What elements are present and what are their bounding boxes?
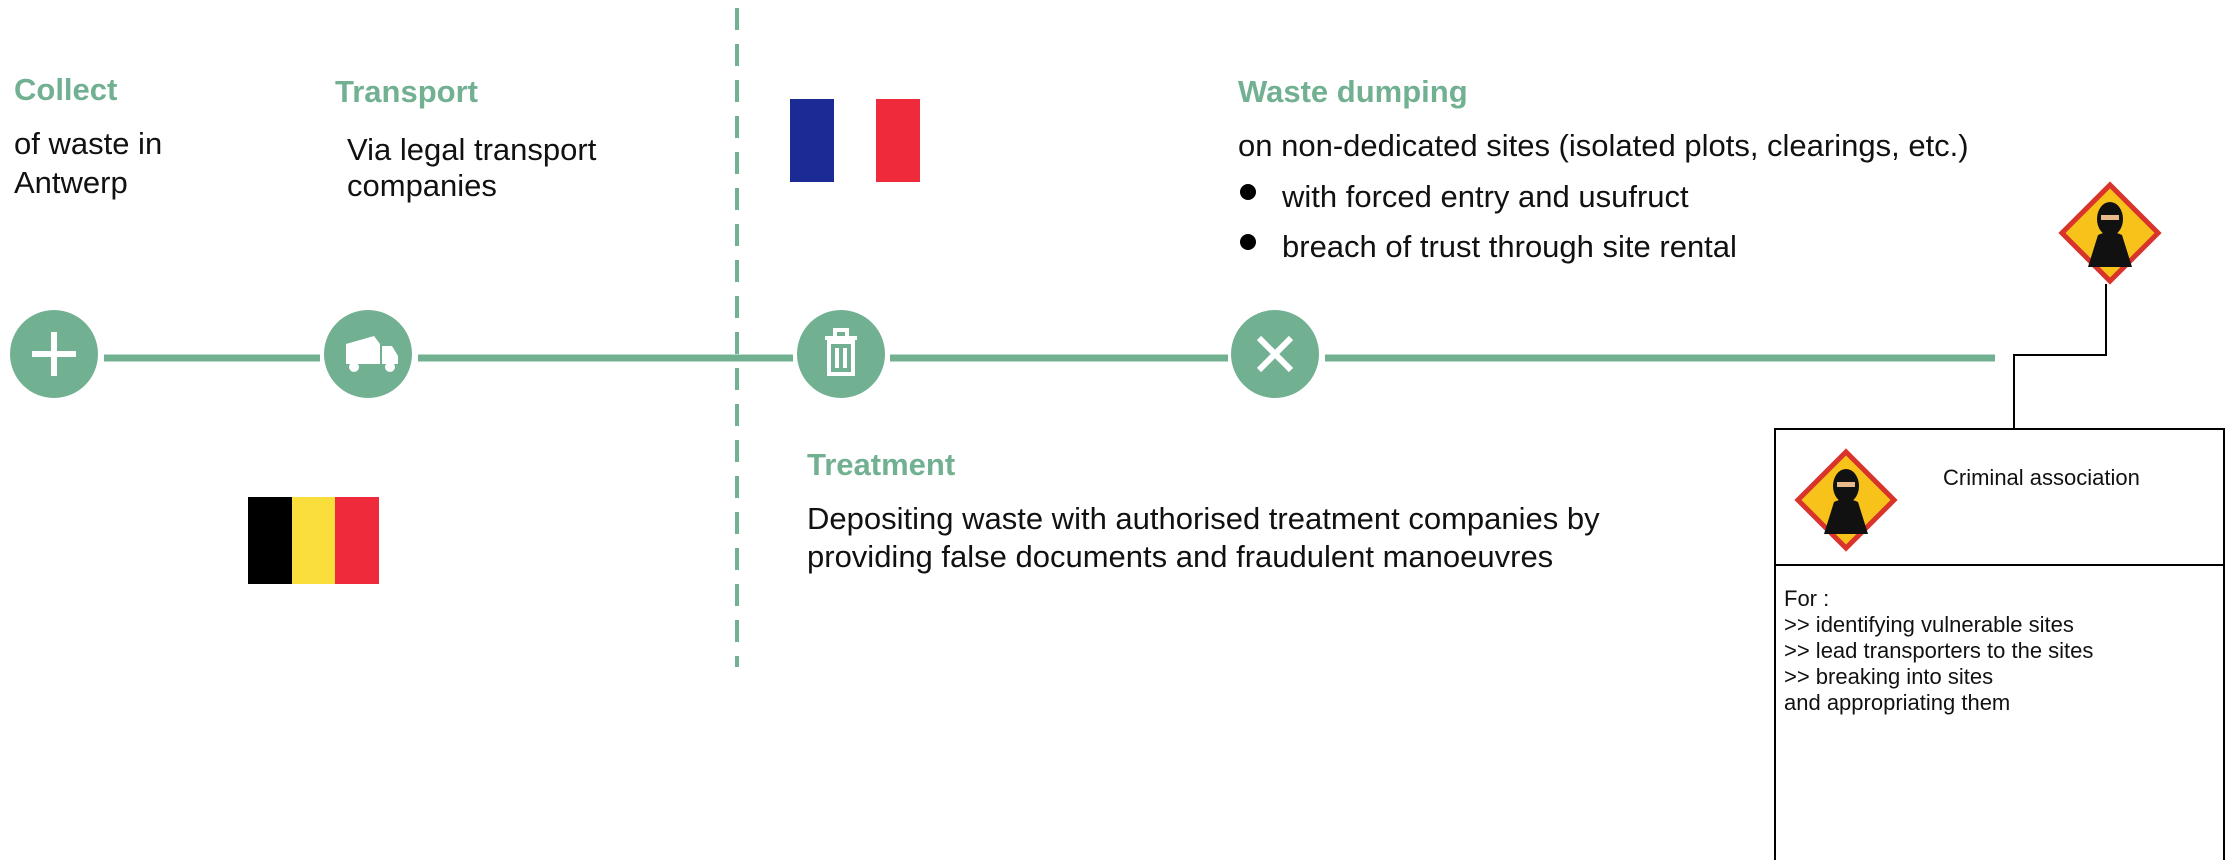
french-flag [790,99,920,182]
step-title: Transport [335,74,478,109]
page: Collect of waste in Antwerp Transport Vi… [0,0,2227,860]
treatment-text: Depositing waste with authorised treatme… [807,501,1600,536]
box-line: >> breaking into sites [1784,664,1993,689]
box-line: For : [1784,586,1829,611]
step-text: Via legal transport [347,132,597,167]
bullet-text: breach of trust through site rental [1282,229,1737,264]
step-title: Collect [14,72,117,107]
box-line: and appropriating them [1784,690,2010,715]
criminal-icon [2062,185,2158,281]
step-text: on non-dedicated sites (isolated plots, … [1238,128,1969,163]
box-line: >> identifying vulnerable sites [1784,612,2074,637]
connector [2014,284,2106,429]
box-title: Criminal association [1943,465,2140,490]
step-text: Antwerp [14,165,128,200]
bullet-dot [1240,234,1256,250]
step-title: Waste dumping [1238,74,1468,109]
step-circles [10,310,1319,398]
box-line: >> lead transporters to the sites [1784,638,2093,663]
diagram: Collect of waste in Antwerp Transport Vi… [0,0,2227,860]
step-text: of waste in [14,126,162,161]
belgian-flag [248,497,379,584]
bullet-text: with forced entry and usufruct [1281,179,1689,214]
step-text: companies [347,168,497,203]
treatment-text: providing false documents and fraudulent… [807,539,1553,574]
treatment-title: Treatment [807,447,955,482]
bullet-dot [1240,184,1256,200]
